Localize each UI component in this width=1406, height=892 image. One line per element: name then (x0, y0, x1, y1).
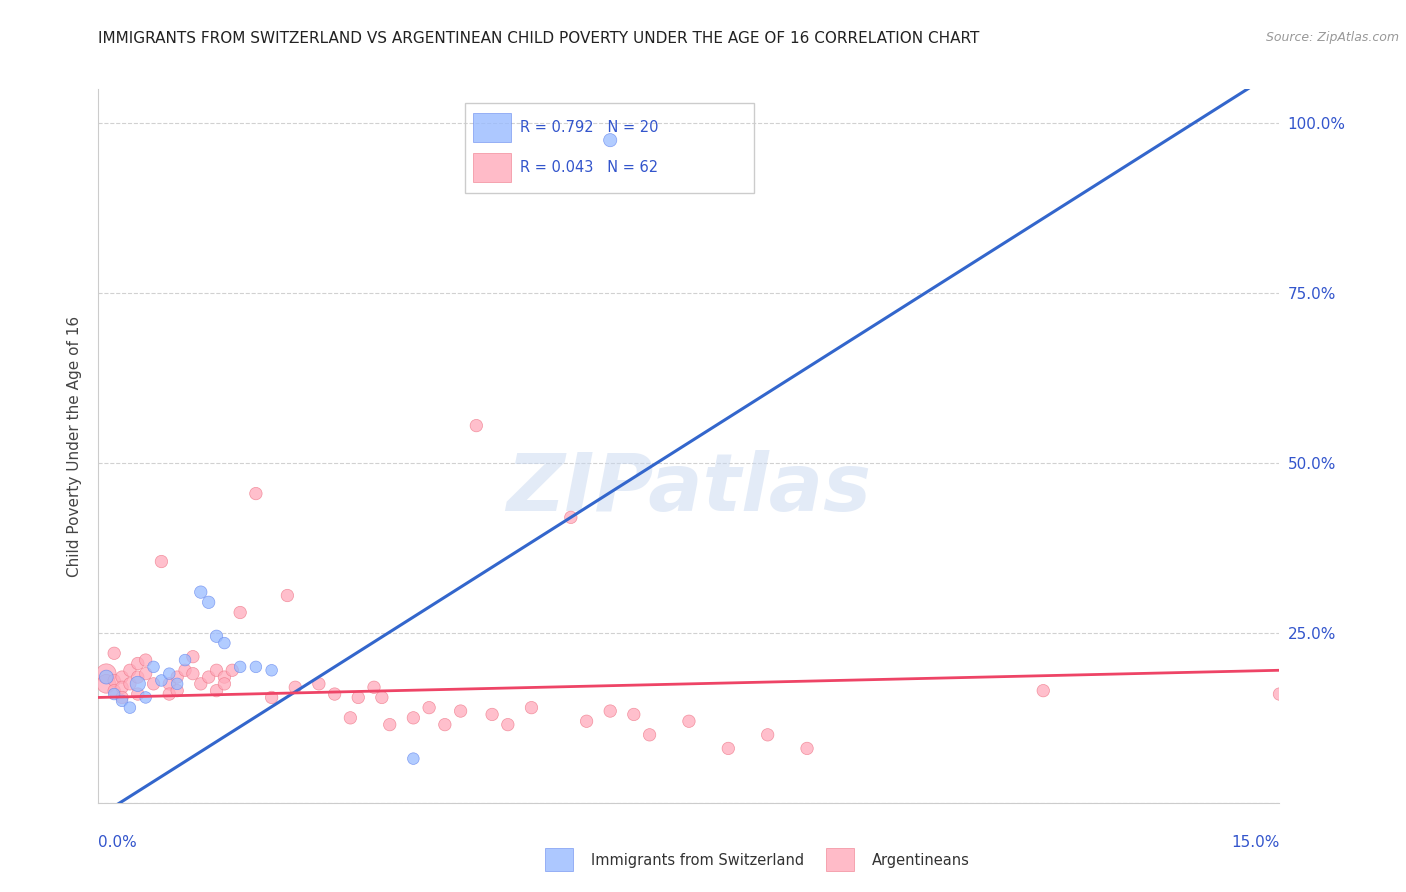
Point (339, 711, 361, 725)
Point (481, 707, 503, 722)
Point (96, 677, 118, 691)
Point (214, 677, 236, 691)
Bar (827, 848, 855, 871)
Point (118, 677, 141, 691)
Point (150, 555, 173, 569)
Text: IMMIGRANTS FROM SWITZERLAND VS ARGENTINEAN CHILD POVERTY UNDER THE AGE OF 16 COR: IMMIGRANTS FROM SWITZERLAND VS ARGENTINE… (98, 31, 980, 46)
Point (575, 714, 598, 729)
Point (174, 653, 197, 667)
Point (678, 714, 700, 729)
Point (363, 680, 385, 694)
Point (150, 673, 173, 688)
Text: Argentineans: Argentineans (872, 854, 970, 868)
Point (166, 683, 188, 698)
Point (402, 711, 425, 725)
Point (166, 677, 188, 691)
Y-axis label: Child Poverty Under the Age of 16: Child Poverty Under the Age of 16 (67, 316, 83, 576)
Point (111, 694, 134, 708)
Point (623, 707, 645, 722)
Point (214, 636, 236, 650)
Point (520, 700, 543, 714)
Point (118, 663, 141, 677)
Point (347, 690, 370, 705)
Point (103, 683, 125, 698)
Point (205, 629, 228, 643)
Point (245, 486, 267, 500)
Point (127, 657, 149, 671)
Point (221, 663, 243, 677)
Point (181, 666, 204, 681)
Point (638, 728, 661, 742)
Point (1032, 683, 1054, 698)
Point (157, 666, 180, 681)
Point (111, 670, 134, 684)
Point (496, 717, 519, 731)
Point (378, 717, 401, 731)
Text: 15.0%: 15.0% (1232, 835, 1279, 850)
Point (127, 677, 149, 691)
Point (717, 741, 740, 756)
Point (181, 649, 204, 664)
Point (465, 418, 488, 433)
Point (214, 670, 236, 684)
Point (260, 663, 283, 677)
Text: ZIPatlas: ZIPatlas (506, 450, 872, 528)
Text: 0.0%: 0.0% (98, 835, 138, 850)
Point (96, 670, 118, 684)
Point (190, 585, 212, 599)
Point (402, 751, 425, 765)
Point (111, 680, 134, 694)
Point (205, 683, 228, 698)
Point (1268, 687, 1291, 701)
Point (96, 666, 118, 681)
Point (197, 595, 219, 609)
Point (308, 677, 330, 691)
Point (174, 663, 197, 677)
Point (118, 700, 141, 714)
Point (418, 700, 440, 714)
Point (433, 717, 456, 731)
Point (276, 589, 298, 603)
Bar (546, 848, 574, 871)
Point (135, 666, 157, 681)
Point (157, 687, 180, 701)
Point (111, 690, 134, 705)
Point (205, 663, 228, 677)
Point (103, 673, 125, 688)
Point (135, 690, 157, 705)
Text: Source: ZipAtlas.com: Source: ZipAtlas.com (1265, 31, 1399, 45)
Point (756, 728, 779, 742)
Point (127, 670, 149, 684)
Point (103, 646, 125, 660)
Point (127, 687, 149, 701)
Point (284, 680, 307, 694)
Point (599, 133, 621, 147)
Point (166, 670, 188, 684)
Point (190, 677, 212, 691)
Point (599, 704, 621, 718)
Point (142, 677, 165, 691)
Text: Immigrants from Switzerland: Immigrants from Switzerland (591, 854, 804, 868)
Point (450, 704, 472, 718)
Point (197, 670, 219, 684)
Point (560, 510, 582, 524)
Point (260, 690, 283, 705)
Point (103, 687, 125, 701)
Point (142, 660, 165, 674)
Point (135, 653, 157, 667)
Point (229, 606, 252, 620)
Point (229, 660, 252, 674)
Point (323, 687, 346, 701)
Point (245, 660, 267, 674)
Point (796, 741, 818, 756)
Point (371, 690, 394, 705)
Point (157, 677, 180, 691)
